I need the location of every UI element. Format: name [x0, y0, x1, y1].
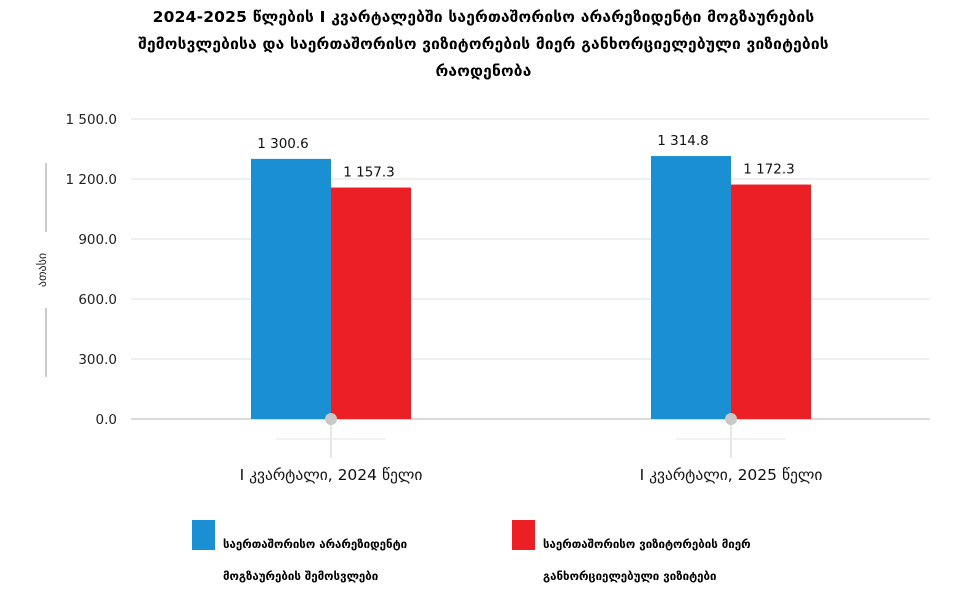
legend-label-arrivals: საერთაშორისო არარეზიდენტი მოგზაურების შე… — [223, 537, 408, 583]
legend-item-arrivals: საერთაშორისო არარეზიდენტი მოგზაურების შე… — [192, 520, 407, 600]
chart-title-line-1: 2024-2025 წლების I კვარტალებში საერთაშორ… — [152, 8, 815, 26]
legend-label-visits: საერთაშორისო ვიზიტორების მიერ განხორციელ… — [543, 537, 751, 583]
x-category-label: I კვარტალი, 2025 წელი — [640, 466, 823, 484]
category-marker — [725, 413, 737, 425]
y-tick-label: 0.0 — [96, 412, 117, 428]
y-tick-label: 900.0 — [78, 232, 117, 248]
y-axis-label: ათასი — [35, 253, 49, 287]
data-label: 1 300.6 — [257, 136, 309, 152]
legend-swatch-red — [512, 520, 535, 550]
category-marker — [325, 413, 337, 425]
y-tick-label: 1 500.0 — [65, 112, 117, 128]
data-label: 1 314.8 — [657, 133, 709, 149]
bar-visits — [331, 187, 411, 419]
chart-title: 2024-2025 წლების I კვარტალებში საერთაშორ… — [40, 4, 927, 85]
data-label: 1 157.3 — [343, 165, 395, 181]
y-tick-label: 1 200.0 — [65, 172, 117, 188]
chart-title-line-3: რაოდენობა — [435, 62, 532, 80]
bar-chart: 1 500.0 1 200.0 900.0 600.0 300.0 0.0 ათასი 1 3… — [35, 112, 930, 484]
bar-arrivals — [651, 156, 731, 420]
legend-swatch-blue — [192, 520, 215, 550]
bar-arrivals — [251, 158, 331, 419]
bar-visits — [731, 184, 811, 419]
legend-item-visits: საერთაშორისო ვიზიტორების მიერ განხორციელ… — [512, 520, 751, 600]
chart-title-line-2: შემოსვლებისა და საერთაშორისო ვიზიტორების… — [138, 35, 829, 53]
y-tick-label: 600.0 — [78, 292, 117, 308]
x-category-label: I კვარტალი, 2024 წელი — [240, 466, 423, 484]
data-label: 1 172.3 — [743, 162, 795, 178]
y-tick-label: 300.0 — [78, 352, 117, 368]
